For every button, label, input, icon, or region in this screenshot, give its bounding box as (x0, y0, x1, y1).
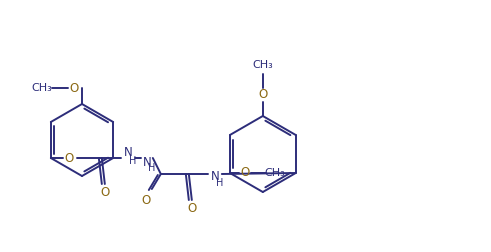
Text: CH₃: CH₃ (31, 83, 53, 93)
Text: N: N (123, 146, 132, 160)
Text: O: O (64, 151, 74, 165)
Text: O: O (240, 167, 249, 179)
Text: H: H (216, 178, 223, 188)
Text: H: H (129, 156, 136, 166)
Text: N: N (211, 171, 219, 183)
Text: O: O (187, 202, 196, 214)
Text: H: H (148, 163, 156, 173)
Text: N: N (142, 155, 151, 169)
Text: O: O (141, 194, 150, 206)
Text: CH₃: CH₃ (265, 168, 285, 178)
Text: CH₃: CH₃ (252, 60, 273, 70)
Text: O: O (100, 185, 109, 199)
Text: O: O (69, 81, 79, 94)
Text: O: O (258, 87, 268, 101)
